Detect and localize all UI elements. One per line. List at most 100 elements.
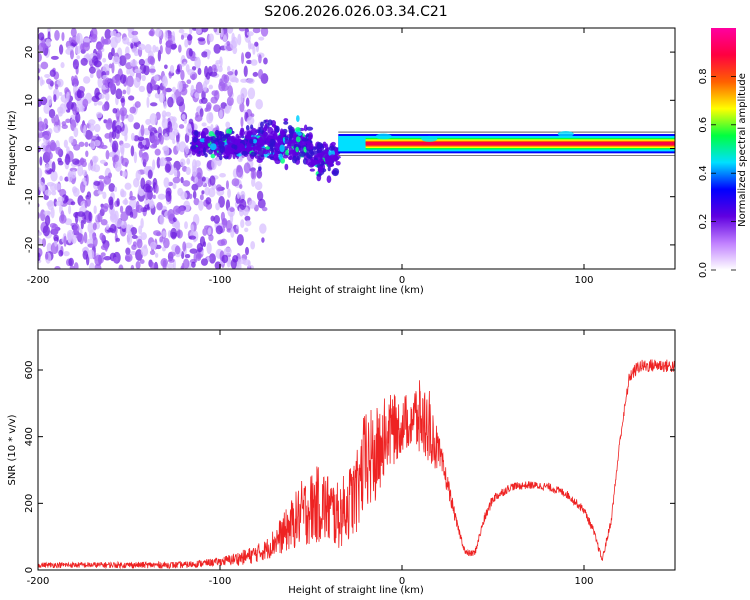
spectrogram-noise-blob: [194, 56, 201, 69]
snr-panel: -200 -100 0 100 0 200 400 600 Height of straigh…: [7, 329, 676, 596]
spectrogram-noise-blob: [129, 59, 138, 67]
spectrogram-noise-blob: [218, 81, 226, 92]
spectrogram-noise-blob: [207, 227, 212, 236]
spectrogram-ytick-label: 20: [24, 46, 35, 59]
spectrogram-signal-blob: [288, 126, 295, 135]
spectrogram-noise-blob: [211, 158, 216, 170]
spectrogram-noise-blob: [39, 76, 44, 87]
spectrogram-noise-blob: [30, 135, 36, 143]
spectrogram-noise-blob: [224, 105, 230, 113]
spectrogram-noise-blob: [194, 91, 200, 99]
spectrogram-signal-blob: [298, 151, 306, 157]
spectrogram-signal-blob: [195, 147, 200, 155]
spectrogram-noise-blob: [70, 201, 76, 206]
spectrogram-signal-blob: [234, 139, 238, 145]
spectrogram-noise-blob: [189, 248, 198, 254]
spectrogram-noise-blob: [80, 57, 88, 66]
spectrogram-noise-blob: [121, 110, 125, 122]
spectrogram-signal-blob: [208, 130, 215, 137]
spectrogram-noise-blob: [175, 68, 181, 75]
spectrogram-noise-blob: [191, 73, 196, 81]
spectrogram-noise-blob: [246, 31, 254, 37]
spectrogram-noise-blob: [57, 160, 64, 166]
spectrogram-noise-blob: [87, 119, 96, 126]
snr-axes: -200 -100 0 100 0 200 400 600: [24, 330, 675, 587]
spectrogram-signal-blob: [315, 160, 319, 165]
spectrogram-noise-blob: [194, 176, 199, 183]
spectrogram-noise-blob: [168, 130, 176, 141]
spectrogram-noise-blob: [64, 153, 71, 166]
spectrogram-noise-blob: [83, 231, 88, 244]
spectrogram-noise-blob: [132, 35, 138, 42]
spectrogram-noise-blob: [112, 56, 121, 65]
spectrogram-noise-blob: [73, 223, 78, 234]
spectrogram-signal-blob: [306, 142, 314, 150]
spectrogram-noise-blob: [243, 65, 248, 77]
spectrogram-noise-blob: [93, 60, 102, 68]
spectrogram-signal-blob: [257, 149, 265, 156]
spectrogram-noise-blob: [191, 261, 196, 268]
spectrogram-noise-blob: [68, 136, 74, 144]
spectrogram-ytick-label: -20: [24, 237, 35, 253]
spectrogram-noise-blob: [190, 176, 195, 182]
spectrogram-noise-blob: [244, 215, 251, 222]
spectrogram-noise-blob: [211, 64, 217, 72]
spectrogram-noise-blob: [252, 28, 261, 34]
spectrogram-noise-blob: [87, 55, 92, 62]
spectrogram-noise-blob: [38, 167, 43, 179]
spectrogram-noise-blob: [208, 33, 214, 43]
spectrogram-noise-blob: [168, 251, 176, 257]
spectrogram-noise-blob: [38, 121, 45, 132]
spectrogram-noise-blob: [66, 146, 70, 154]
spectrogram-noise-blob: [183, 118, 188, 124]
spectrogram-noise-blob: [90, 28, 98, 40]
spectrogram-signal-blob: [297, 132, 302, 136]
spectrogram-noise-blob: [165, 87, 173, 93]
spectrogram-noise-blob: [49, 69, 56, 77]
spectrogram-noise-blob: [78, 141, 85, 147]
spectrogram-noise-blob: [181, 114, 186, 120]
spectrogram-noise-blob: [120, 97, 125, 103]
spectrogram-noise-blob: [169, 64, 175, 74]
spectrogram-noise-blob: [28, 116, 31, 128]
spectrogram-noise-blob: [28, 87, 31, 94]
spectrogram-signal-blob: [328, 145, 335, 151]
spectrogram-noise-blob: [141, 139, 147, 146]
spectrogram-noise-blob: [67, 232, 72, 243]
spectrogram-noise-blob: [122, 89, 127, 95]
spectrogram-noise-blob: [126, 68, 130, 75]
spectrogram-noise-blob: [252, 45, 256, 55]
spectrogram-noise-blob: [129, 198, 137, 209]
spectrogram-signal-blob: [284, 135, 289, 141]
spectrogram-noise-blob: [131, 30, 139, 36]
spectrogram-noise-blob: [247, 39, 252, 50]
spectrogram-noise-blob: [99, 232, 105, 241]
spectrogram-noise-blob: [57, 196, 65, 203]
spectrogram-noise-blob: [222, 34, 227, 42]
spectrogram-noise-blob: [137, 43, 146, 51]
spectrogram-noise-blob: [38, 145, 42, 153]
spectrogram-noise-blob: [102, 191, 107, 200]
spectrogram-noise-blob: [223, 247, 232, 256]
spectrogram-noise-blob: [111, 62, 115, 74]
spectrogram-noise-blob: [87, 249, 95, 260]
spectrogram-noise-blob: [130, 226, 138, 236]
spectrogram-noise-blob: [124, 53, 131, 60]
spectrogram-noise-blob: [187, 34, 193, 41]
spectrogram-signal-blob: [263, 119, 267, 124]
spectrogram-noise-blob: [130, 145, 135, 157]
spectrogram-noise-blob: [108, 183, 116, 192]
spectrogram-noise-blob: [149, 102, 158, 107]
spectrogram-signal-blob: [197, 142, 201, 147]
spectrogram-signal-blob: [237, 135, 242, 139]
spectrogram-noise-blob: [49, 222, 57, 229]
spectrogram-noise-blob: [219, 173, 226, 178]
spectrogram-noise-blob: [65, 118, 71, 124]
colorbar-strip: [711, 28, 736, 270]
spectrogram-signal-blob: [248, 139, 254, 144]
spectrogram-signal-blob: [271, 123, 277, 128]
spectrogram-noise-blob: [40, 61, 49, 70]
spectrogram-noise-blob: [213, 28, 218, 33]
spectrogram-noise-blob: [148, 30, 154, 37]
spectrogram-signal-blob: [210, 153, 216, 159]
